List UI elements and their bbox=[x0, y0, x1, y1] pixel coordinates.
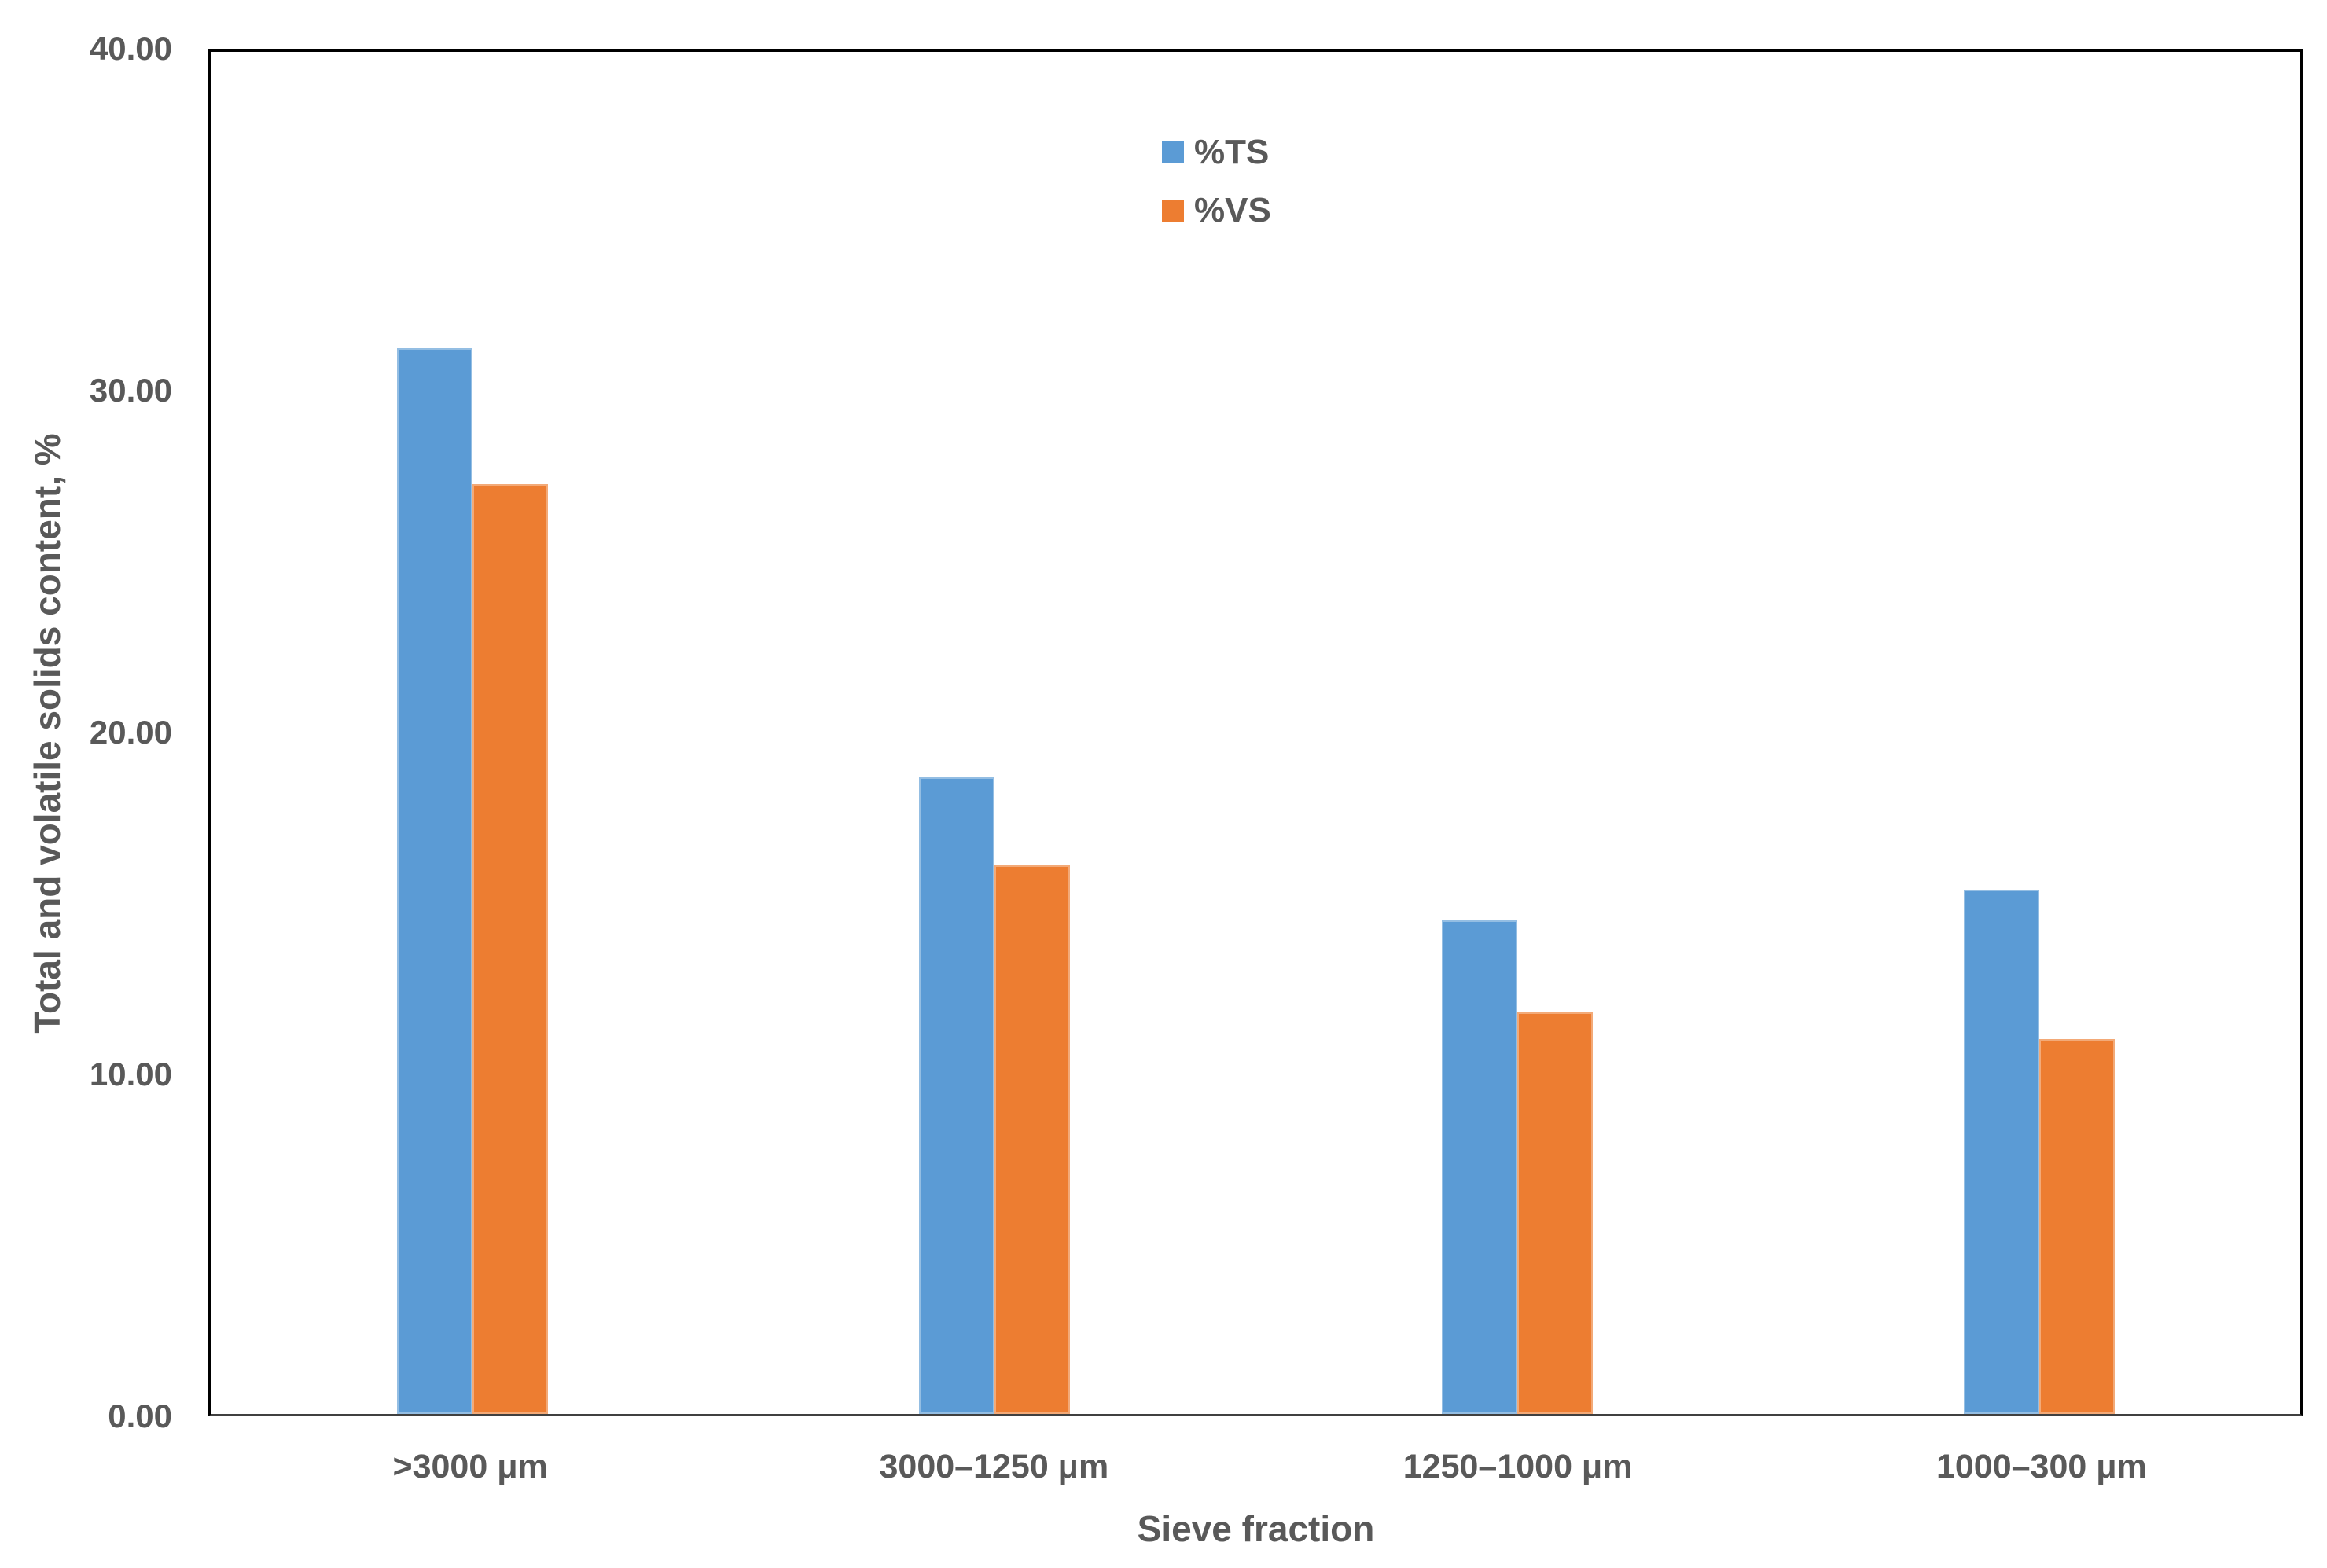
x-axis: >3000 μm 3000–1250 μm 1250–1000 μm 1000–300… bbox=[208, 1448, 2303, 1486]
bar-groups bbox=[211, 52, 2300, 1414]
legend-label: %VS bbox=[1194, 191, 1271, 230]
y-tick-label: 20.00 bbox=[89, 714, 172, 751]
x-category-label: 1000–300 μm bbox=[1935, 1448, 2147, 1485]
bar-group bbox=[211, 52, 733, 1414]
y-tick-label: 10.00 bbox=[89, 1056, 172, 1092]
bar-vs bbox=[2038, 1039, 2115, 1414]
legend-label: %TS bbox=[1194, 133, 1270, 171]
legend-item: %TS bbox=[1162, 130, 1271, 174]
bar-ts bbox=[1963, 889, 2039, 1414]
y-tick-label: 0.00 bbox=[108, 1397, 172, 1434]
plot-area: %TS %VS bbox=[208, 49, 2303, 1416]
bar-vs bbox=[472, 484, 549, 1414]
x-category-label: 1250–1000 μm bbox=[1402, 1448, 1633, 1485]
legend: %TS %VS bbox=[1162, 130, 1271, 247]
bar-group bbox=[1778, 52, 2300, 1414]
x-axis-title: Sieve fraction bbox=[1137, 1508, 1375, 1549]
x-category-label: 3000–1250 μm bbox=[879, 1448, 1109, 1485]
legend-swatch-icon bbox=[1162, 141, 1184, 163]
bar-group bbox=[733, 52, 1255, 1414]
x-category-label: >3000 μm bbox=[392, 1448, 548, 1485]
legend-item: %VS bbox=[1162, 189, 1271, 233]
y-tick-label: 40.00 bbox=[89, 30, 172, 67]
bar-ts bbox=[397, 347, 473, 1414]
bar-ts bbox=[919, 777, 995, 1414]
bar-ts bbox=[1441, 920, 1517, 1414]
bar-vs bbox=[994, 865, 1071, 1414]
y-axis: 0.00 10.00 20.00 30.00 40.00 bbox=[0, 30, 172, 1434]
bar-vs bbox=[1516, 1012, 1593, 1414]
legend-swatch-icon bbox=[1162, 200, 1184, 222]
bar-group bbox=[1256, 52, 1778, 1414]
y-tick-label: 30.00 bbox=[89, 372, 172, 409]
